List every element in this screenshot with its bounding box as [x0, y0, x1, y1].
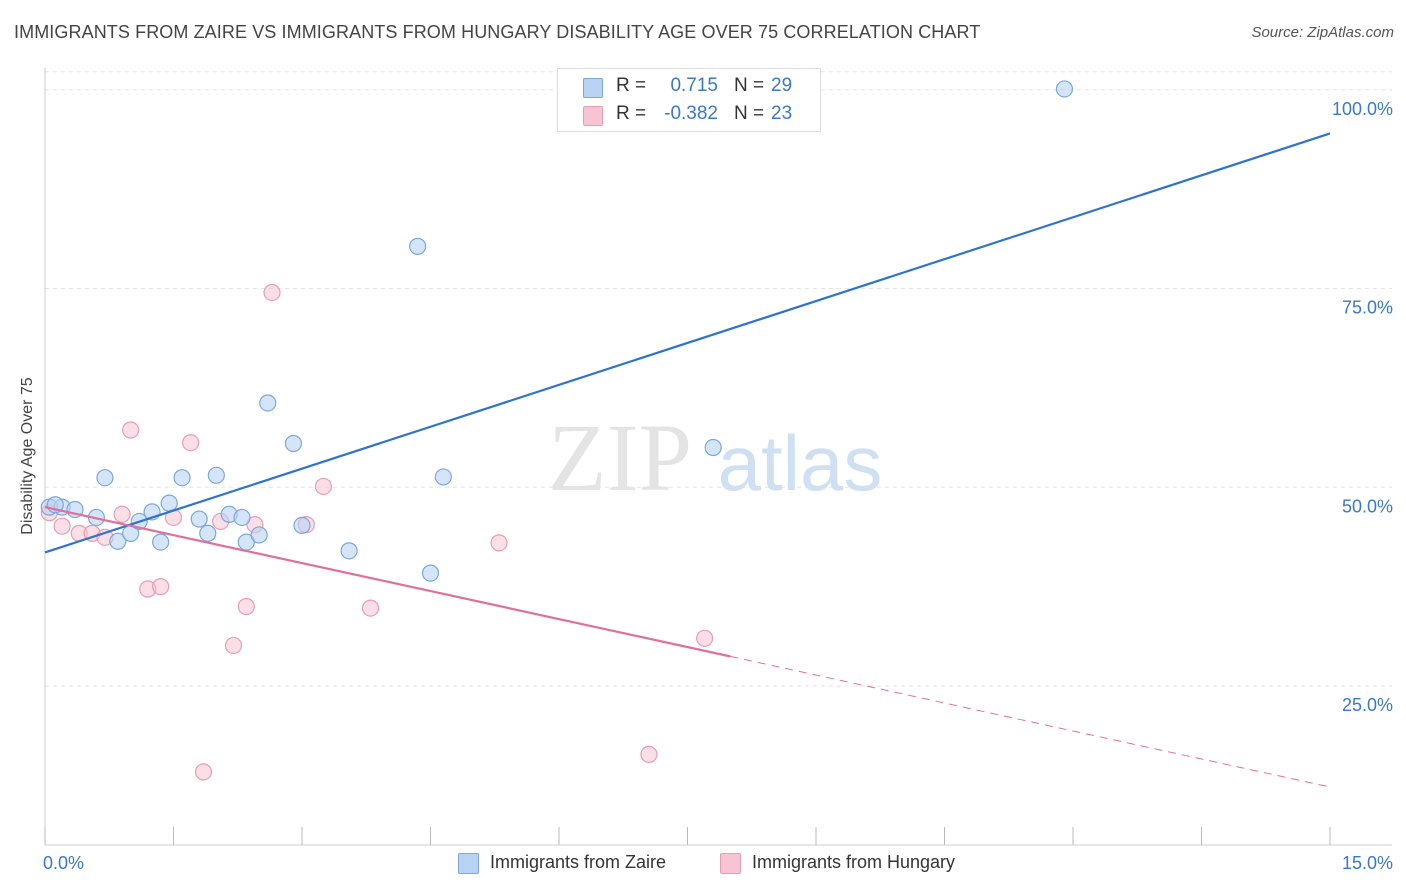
series-legend: Immigrants from Zaire Immigrants from Hu…: [0, 852, 1406, 878]
y-tick-label: 50.0%: [1342, 496, 1393, 516]
data-point-hungary: [182, 434, 200, 452]
data-point-zaire: [409, 237, 427, 255]
legend-r-label: R =: [616, 75, 647, 96]
data-point-zaire: [293, 516, 311, 535]
data-point-hungary: [113, 505, 131, 523]
data-point-hungary: [53, 517, 71, 535]
data-point-zaire: [250, 526, 268, 544]
data-point-hungary: [696, 629, 714, 647]
axes: [44, 68, 1392, 846]
data-point-zaire: [199, 524, 217, 542]
data-point-zaire: [1055, 80, 1074, 98]
data-point-zaire: [259, 394, 277, 412]
legend-r-label: R =: [616, 103, 647, 124]
data-point-zaire: [704, 438, 722, 457]
data-point-zaire: [340, 542, 358, 560]
data-point-hungary: [640, 745, 658, 763]
legend-swatch-zaire: [583, 78, 603, 98]
y-axis-title: Disability Age Over 75: [19, 377, 36, 535]
legend-row-zaire: R = 0.715 N = 29: [558, 72, 820, 100]
watermark: ZIP atlas: [548, 404, 882, 511]
data-point-zaire: [233, 508, 251, 527]
data-point-zaire: [152, 533, 170, 551]
data-point-zaire: [284, 434, 303, 453]
legend-row-hungary: R = -0.382 N = 23: [558, 100, 820, 128]
correlation-legend: R = 0.715 N = 29 R = -0.382 N = 23: [557, 68, 821, 132]
data-point-hungary: [122, 421, 140, 439]
data-point-zaire: [173, 469, 191, 487]
legend-swatch-zaire: [458, 853, 479, 874]
y-tick-label: 75.0%: [1342, 298, 1393, 318]
data-point-zaire: [207, 466, 225, 484]
x-tick-label: 0.0%: [43, 853, 84, 873]
data-point-hungary: [152, 578, 170, 596]
legend-label-hungary: Immigrants from Hungary: [752, 852, 956, 872]
series-hungary-points: [40, 283, 714, 781]
trend-lines: [44, 132, 1331, 788]
chart-title: IMMIGRANTS FROM ZAIRE VS IMMIGRANTS FROM…: [14, 22, 981, 42]
trend-line-hungary: [44, 506, 731, 658]
watermark-zip: ZIP: [548, 404, 692, 511]
legend-label-zaire: Immigrants from Zaire: [490, 852, 667, 872]
x-tick-label: 15.0%: [1342, 853, 1393, 873]
data-point-hungary: [237, 597, 255, 616]
legend-r-value: 0.715: [670, 75, 718, 96]
legend-n-label: N =: [734, 75, 765, 96]
data-point-hungary: [263, 283, 281, 302]
data-point-zaire: [160, 494, 178, 512]
data-point-hungary: [314, 477, 333, 496]
trend-line-hungary-extension: [730, 655, 1331, 788]
data-point-hungary: [490, 534, 508, 552]
legend-n-label: N =: [734, 103, 765, 124]
data-point-zaire: [190, 510, 208, 528]
legend-swatch-hungary: [720, 853, 741, 874]
y-tick-label: 100.0%: [1332, 99, 1393, 119]
data-point-zaire: [421, 564, 440, 582]
y-tick-label: 25.0%: [1342, 695, 1393, 715]
grid-lines: [45, 71, 1392, 687]
legend-r-value: -0.382: [664, 103, 718, 124]
data-point-hungary: [361, 599, 380, 617]
trend-line-zaire: [44, 132, 1331, 554]
data-point-zaire: [96, 469, 114, 487]
tick-labels: 25.0% 50.0% 75.0% 100.0% 0.0% 15.0%: [43, 99, 1393, 873]
data-point-hungary: [194, 763, 213, 781]
source-label: Source: ZipAtlas.com: [1251, 24, 1394, 41]
watermark-atlas: atlas: [718, 419, 883, 507]
data-point-hungary: [224, 636, 243, 655]
legend-n-value: 29: [771, 75, 793, 96]
data-point-zaire: [434, 468, 452, 486]
legend-n-value: 23: [771, 103, 793, 124]
data-point-zaire: [109, 532, 127, 550]
legend-swatch-hungary: [583, 106, 603, 126]
